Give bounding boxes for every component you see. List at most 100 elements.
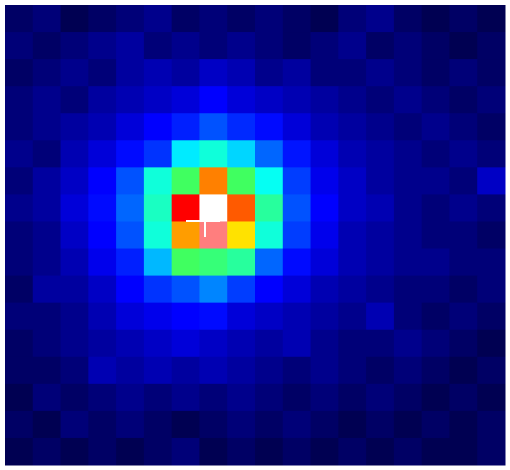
cell xyxy=(116,302,145,331)
cell xyxy=(227,86,256,114)
cell xyxy=(199,32,228,60)
cell xyxy=(88,329,117,358)
cell xyxy=(199,86,228,114)
cell xyxy=(477,437,506,466)
cell xyxy=(449,248,478,277)
cell xyxy=(171,194,200,222)
cell xyxy=(366,221,395,250)
cell xyxy=(255,59,284,87)
cell xyxy=(5,248,34,277)
cell xyxy=(32,437,62,466)
cell xyxy=(338,113,367,141)
cell xyxy=(310,221,339,250)
cell xyxy=(60,59,89,87)
cell xyxy=(255,221,284,250)
cell xyxy=(143,32,173,60)
cell xyxy=(338,221,367,250)
cell xyxy=(366,194,395,222)
cell xyxy=(393,383,423,412)
cell xyxy=(32,410,62,439)
cell xyxy=(477,356,506,385)
cell xyxy=(338,167,367,195)
cell xyxy=(88,383,117,412)
cell xyxy=(60,383,89,412)
cell xyxy=(143,140,173,168)
cell xyxy=(171,302,200,331)
cell xyxy=(282,86,312,114)
cell xyxy=(5,140,34,168)
cell xyxy=(310,194,339,222)
cell xyxy=(88,140,117,168)
cell xyxy=(5,5,34,33)
cell xyxy=(116,167,145,195)
cell xyxy=(227,437,256,466)
cell xyxy=(60,302,89,331)
cell xyxy=(477,140,506,168)
cell xyxy=(32,113,62,141)
cell xyxy=(88,302,117,331)
cell xyxy=(310,167,339,195)
cell xyxy=(32,356,62,385)
cell xyxy=(199,302,228,331)
cell xyxy=(477,113,506,141)
cell xyxy=(449,437,478,466)
cell xyxy=(393,275,423,304)
cell xyxy=(32,167,62,195)
cell xyxy=(393,86,423,114)
cell xyxy=(143,248,173,277)
cell xyxy=(255,5,284,33)
cell xyxy=(282,32,312,60)
cell xyxy=(171,167,200,195)
cell xyxy=(282,410,312,439)
cell xyxy=(143,194,173,222)
cell xyxy=(32,59,62,87)
cell xyxy=(199,356,228,385)
cell xyxy=(60,140,89,168)
cell xyxy=(449,410,478,439)
cell xyxy=(310,86,339,114)
cell xyxy=(143,356,173,385)
cell xyxy=(171,356,200,385)
cell xyxy=(310,275,339,304)
cell xyxy=(143,113,173,141)
cell xyxy=(5,275,34,304)
cell xyxy=(282,194,312,222)
cell xyxy=(116,5,145,33)
cell xyxy=(449,383,478,412)
cell xyxy=(282,140,312,168)
cell xyxy=(338,194,367,222)
cell xyxy=(171,221,200,250)
cell xyxy=(449,221,478,250)
cell xyxy=(282,113,312,141)
cell xyxy=(366,275,395,304)
cell xyxy=(5,410,34,439)
cell xyxy=(310,329,339,358)
cell xyxy=(88,32,117,60)
cell xyxy=(5,86,34,114)
cell xyxy=(282,167,312,195)
cell xyxy=(60,113,89,141)
cell xyxy=(5,356,34,385)
cell xyxy=(32,86,62,114)
cell xyxy=(393,5,423,33)
cell xyxy=(282,383,312,412)
cell xyxy=(60,221,89,250)
cell xyxy=(393,194,423,222)
cell xyxy=(477,5,506,33)
cell xyxy=(143,86,173,114)
cell xyxy=(116,356,145,385)
cell xyxy=(116,32,145,60)
cell xyxy=(421,59,450,87)
cell xyxy=(199,167,228,195)
cell xyxy=(32,194,62,222)
cell xyxy=(5,194,34,222)
cell xyxy=(116,59,145,87)
cell xyxy=(477,248,506,277)
cell xyxy=(421,140,450,168)
cell xyxy=(282,302,312,331)
cell xyxy=(366,437,395,466)
cell xyxy=(282,356,312,385)
cell xyxy=(255,275,284,304)
cell xyxy=(421,194,450,222)
cell xyxy=(477,221,506,250)
